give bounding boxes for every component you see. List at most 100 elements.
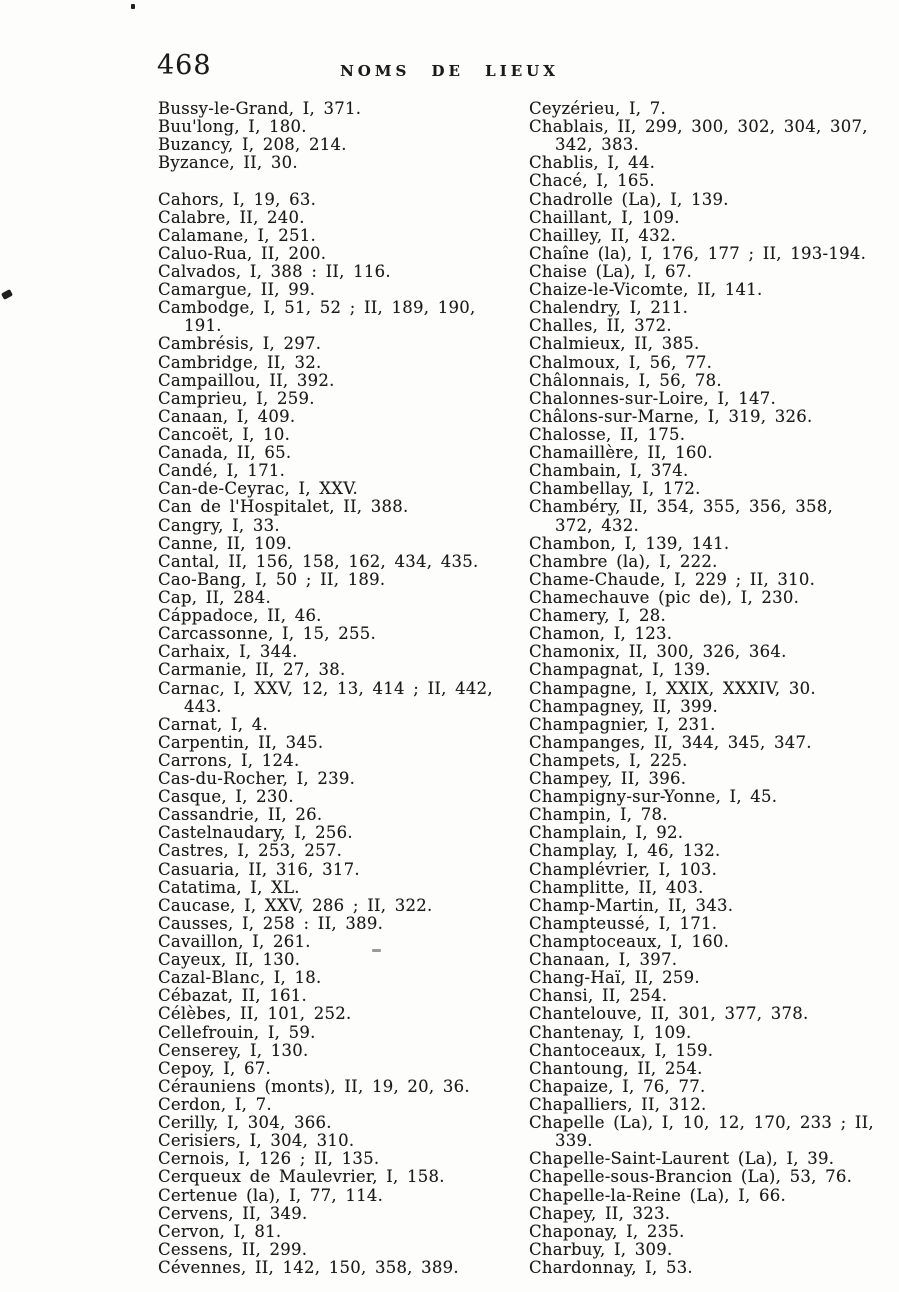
index-entry: Buzancy, I, 208, 214. bbox=[158, 135, 347, 155]
index-entry: Chapelle-la-Reine (La), I, 66. bbox=[529, 1185, 787, 1205]
index-entry-continuation: 443. bbox=[184, 696, 222, 716]
index-entry: Can-de-Ceyrac, I, XXV. bbox=[158, 479, 359, 499]
index-entry: Champlévrier, I, 103. bbox=[529, 859, 718, 879]
index-entry: Chantoung, II, 254. bbox=[529, 1058, 703, 1078]
index-entry: Calamane, I, 251. bbox=[158, 225, 316, 245]
index-entry: Carmanie, II, 27, 38. bbox=[158, 660, 346, 680]
index-entry: Cao-Bang, I, 50 ; II, 189. bbox=[158, 569, 386, 589]
index-entry: Cas-du-Rocher, I, 239. bbox=[158, 769, 356, 789]
index-entry: Chaillant, I, 109. bbox=[529, 207, 680, 227]
index-entry-continuation: 342, 383. bbox=[555, 135, 639, 155]
index-entry: Chantelouve, II, 301, 377, 378. bbox=[529, 1004, 809, 1024]
index-entry: Champlain, I, 92. bbox=[529, 823, 684, 843]
index-entry: Candé, I, 171. bbox=[158, 461, 286, 481]
index-entry: Casque, I, 230. bbox=[158, 787, 294, 807]
index-entry: Chailley, II, 432. bbox=[529, 225, 677, 245]
index-entry: Cáppadoce, II, 46. bbox=[158, 606, 322, 626]
index-entry: Causses, I, 258 : II, 389. bbox=[158, 913, 384, 933]
index-entry: Chablais, II, 299, 300, 302, 304, 307, bbox=[529, 117, 868, 137]
index-entry: Champigny-sur-Yonne, I, 45. bbox=[529, 787, 778, 807]
index-entry: Cernois, I, 126 ; II, 135. bbox=[158, 1149, 380, 1169]
index-entry: Chaponay, I, 235. bbox=[529, 1221, 685, 1241]
index-entry: Champ-Martin, II, 343. bbox=[529, 895, 734, 915]
index-column-left: Bussy-le-Grand, I, 371. Buu'long, I, 180.… bbox=[158, 99, 508, 1277]
index-entry: Cantal, II, 156, 158, 162, 434, 435. bbox=[158, 551, 479, 571]
index-entry: Champagnat, I, 139. bbox=[529, 660, 711, 680]
ink-speck bbox=[372, 949, 381, 952]
index-entry: Chang-Haï, II, 259. bbox=[529, 968, 700, 988]
index-entry: Chapelle-Saint-Laurent (La), I, 39. bbox=[529, 1149, 835, 1169]
index-entry: Champagnier, I, 231. bbox=[529, 714, 716, 734]
index-entry: Chamaillère, II, 160. bbox=[529, 443, 713, 463]
index-entry: Champtoceaux, I, 160. bbox=[529, 932, 730, 952]
index-entry: Cébazat, II, 161. bbox=[158, 986, 307, 1006]
index-entry: Chalosse, II, 175. bbox=[529, 424, 686, 444]
index-entry: Carcassonne, I, 15, 255. bbox=[158, 624, 377, 644]
index-entry: Certenue (la), I, 77, 114. bbox=[158, 1185, 384, 1205]
index-entry: Cepoy, I, 67. bbox=[158, 1058, 272, 1078]
index-entry: Chaise (La), I, 67. bbox=[529, 261, 692, 281]
index-entry: Cambrésis, I, 297. bbox=[158, 334, 322, 354]
index-entry: Chadrolle (La), I, 139. bbox=[529, 189, 729, 209]
index-entry: Bussy-le-Grand, I, 371. bbox=[158, 99, 362, 118]
running-header: NOMS DE LIEUX bbox=[340, 62, 559, 80]
index-entry: Chalonnes-sur-Loire, I, 147. bbox=[529, 388, 776, 408]
ink-speck bbox=[131, 4, 135, 9]
index-entry: Champagney, II, 399. bbox=[529, 696, 718, 716]
index-entry: Canada, II, 65. bbox=[158, 443, 292, 463]
index-entry: Champagne, I, XXIX, XXXIV, 30. bbox=[529, 678, 816, 698]
index-entry: Censerey, I, 130. bbox=[158, 1040, 309, 1060]
index-entry: Buu'long, I, 180. bbox=[158, 117, 307, 137]
index-column-right: Ceyzérieu, I, 7. Chablais, II, 299, 300, … bbox=[529, 99, 897, 1277]
index-entry: Chapelle-sous-Brancion (La), 53, 76. bbox=[529, 1167, 853, 1187]
index-entry: Castres, I, 253, 257. bbox=[158, 841, 343, 861]
index-entry: Canaan, I, 409. bbox=[158, 406, 296, 426]
index-entry: Chambéry, II, 354, 355, 356, 358, bbox=[529, 497, 834, 517]
index-entry: Chambre (la), I, 222. bbox=[529, 551, 718, 571]
index-entry: Chacé, I, 165. bbox=[529, 171, 655, 191]
index-entry: Caucase, I, XXV, 286 ; II, 322. bbox=[158, 895, 433, 915]
index-entry: Champets, I, 225. bbox=[529, 750, 688, 770]
index-entry: Cahors, I, 19, 63. bbox=[158, 189, 317, 209]
index-entry: Cervon, I, 81. bbox=[158, 1221, 282, 1241]
index-entry: Cellefrouin, I, 59. bbox=[158, 1022, 316, 1042]
index-entry: Cancoët, I, 10. bbox=[158, 424, 291, 444]
index-entry: Chapey, II, 323. bbox=[529, 1203, 671, 1223]
index-entry: Cerqueux de Maulevrier, I, 158. bbox=[158, 1167, 445, 1187]
index-entry: Calabre, II, 240. bbox=[158, 207, 305, 227]
index-entry: Can de l'Hospitalet, II, 388. bbox=[158, 497, 409, 517]
index-entry: Cambodge, I, 51, 52 ; II, 189, 190, bbox=[158, 298, 476, 318]
index-entry-continuation: 339. bbox=[555, 1131, 593, 1151]
index-entry: Champteussé, I, 171. bbox=[529, 913, 718, 933]
index-entry: Carpentin, II, 345. bbox=[158, 732, 324, 752]
index-entry: Campaillou, II, 392. bbox=[158, 370, 335, 390]
index-entry: Chablis, I, 44. bbox=[529, 153, 656, 173]
index-entry: Cazal-Blanc, I, 18. bbox=[158, 968, 322, 988]
index-entry: Chalmieux, II, 385. bbox=[529, 334, 700, 354]
index-entry: Cévennes, II, 142, 150, 358, 389. bbox=[158, 1258, 459, 1277]
index-entry: Cassandrie, II, 26. bbox=[158, 805, 323, 825]
index-entry: Carrons, I, 124. bbox=[158, 750, 300, 770]
index-entry: Cérauniens (monts), II, 19, 20, 36. bbox=[158, 1076, 470, 1096]
index-entry: Carnac, I, XXV, 12, 13, 414 ; II, 442, bbox=[158, 678, 493, 698]
index-entry: Chambon, I, 139, 141. bbox=[529, 533, 730, 553]
index-entry: Chanaan, I, 397. bbox=[529, 950, 678, 970]
index-entry: Chansi, II, 254. bbox=[529, 986, 668, 1006]
index-entry: Châlonnais, I, 56, 78. bbox=[529, 370, 722, 390]
index-entry: Cayeux, II, 130. bbox=[158, 950, 301, 970]
index-entry: Chamonix, II, 300, 326, 364. bbox=[529, 642, 787, 662]
index-entry: Châlons-sur-Marne, I, 319, 326. bbox=[529, 406, 813, 426]
index-entry: Carhaix, I, 344. bbox=[158, 642, 298, 662]
index-entry: Cap, II, 284. bbox=[158, 587, 272, 607]
index-entry: Chalendry, I, 211. bbox=[529, 298, 689, 318]
page-number: 468 bbox=[157, 50, 212, 81]
index-entry: Célèbes, II, 101, 252. bbox=[158, 1004, 352, 1024]
index-entry: Chardonnay, I, 53. bbox=[529, 1258, 693, 1277]
index-entry: Chambellay, I, 172. bbox=[529, 479, 701, 499]
index-entry: Camargue, II, 99. bbox=[158, 280, 316, 300]
index-entry: Cerisiers, I, 304, 310. bbox=[158, 1131, 355, 1151]
index-entry: Calvados, I, 388 : II, 116. bbox=[158, 261, 391, 281]
index-entry: Camprieu, I, 259. bbox=[158, 388, 315, 408]
index-entry: Champlay, I, 46, 132. bbox=[529, 841, 721, 861]
